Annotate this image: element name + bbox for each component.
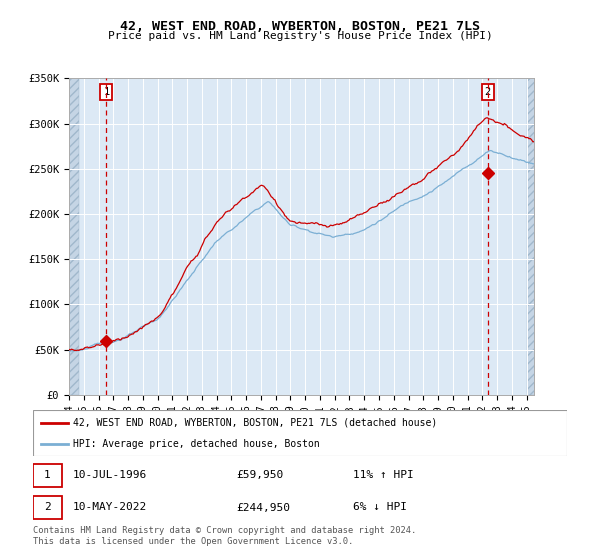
Text: 42, WEST END ROAD, WYBERTON, BOSTON, PE21 7LS: 42, WEST END ROAD, WYBERTON, BOSTON, PE2…: [120, 20, 480, 32]
Text: £244,950: £244,950: [236, 502, 290, 512]
Text: 6% ↓ HPI: 6% ↓ HPI: [353, 502, 407, 512]
Text: 1: 1: [44, 470, 51, 480]
Text: 42, WEST END ROAD, WYBERTON, BOSTON, PE21 7LS (detached house): 42, WEST END ROAD, WYBERTON, BOSTON, PE2…: [73, 418, 437, 428]
Text: 10-MAY-2022: 10-MAY-2022: [73, 502, 148, 512]
Text: 2: 2: [485, 87, 491, 97]
Text: 2: 2: [44, 502, 51, 512]
Text: £59,950: £59,950: [236, 470, 283, 480]
Bar: [527, 78, 541, 395]
FancyBboxPatch shape: [33, 410, 567, 456]
Bar: [69, 78, 79, 395]
Text: 11% ↑ HPI: 11% ↑ HPI: [353, 470, 414, 480]
Text: Contains HM Land Registry data © Crown copyright and database right 2024.
This d: Contains HM Land Registry data © Crown c…: [33, 526, 416, 546]
FancyBboxPatch shape: [33, 464, 62, 487]
Text: HPI: Average price, detached house, Boston: HPI: Average price, detached house, Bost…: [73, 439, 320, 449]
Text: 1: 1: [103, 87, 109, 97]
Text: 10-JUL-1996: 10-JUL-1996: [73, 470, 148, 480]
Text: Price paid vs. HM Land Registry's House Price Index (HPI): Price paid vs. HM Land Registry's House …: [107, 31, 493, 41]
FancyBboxPatch shape: [33, 496, 62, 519]
